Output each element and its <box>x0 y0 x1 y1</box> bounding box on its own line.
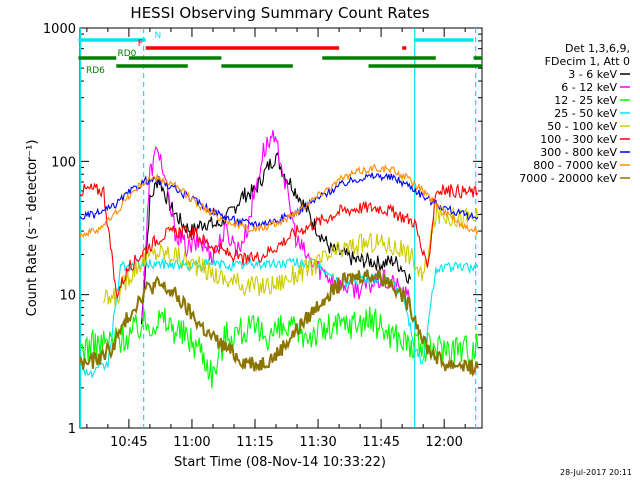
series-line <box>80 306 479 389</box>
series-line <box>103 204 479 307</box>
series-line <box>80 269 479 378</box>
x-axis-label: Start Time (08-Nov-14 10:33:22) <box>174 455 386 470</box>
legend-label: 12 - 25 keV <box>554 94 617 107</box>
plot-frame <box>79 27 483 429</box>
series-line <box>140 152 412 325</box>
legend-header-line-2: FDecim 1, Att 0 <box>545 55 630 68</box>
legend-label: 800 - 7000 keV <box>533 159 617 172</box>
legend-label: 7000 - 20000 keV <box>519 172 617 185</box>
flag-label-f: F <box>138 39 143 49</box>
series-line <box>140 129 411 320</box>
legend-label: 25 - 50 keV <box>554 107 617 120</box>
plot-area: 1 10 100 1000 10:45 11:00 11:15 11:30 11:45 12:00… <box>43 22 483 450</box>
legend-label: 3 - 6 keV <box>568 68 617 81</box>
legend: Det 1,3,6,9, FDecim 1, Att 0 3 - 6 keV6 … <box>519 42 630 185</box>
x-tick-label: 10:45 <box>110 435 147 450</box>
legend-label: 50 - 100 keV <box>547 120 617 133</box>
flag-label-n: N <box>154 31 161 41</box>
legend-label: 300 - 800 keV <box>540 146 617 159</box>
series-line <box>80 172 479 229</box>
y-tick-label: 1 <box>68 422 76 437</box>
series-line <box>80 163 479 239</box>
legend-label: 100 - 300 keV <box>540 133 617 146</box>
x-tick-label: 11:30 <box>299 435 336 450</box>
series-line <box>80 182 479 300</box>
x-tick-label: 12:00 <box>425 435 462 450</box>
x-tick-label: 11:45 <box>362 435 399 450</box>
footer-timestamp: 28-Jul-2017 20:11 <box>560 468 632 477</box>
y-tick-label: 100 <box>51 155 76 170</box>
chart-title: HESSI Observing Summary Count Rates <box>130 4 429 22</box>
legend-header-line-1: Det 1,3,6,9, <box>565 42 630 55</box>
y-axis-label: Count Rate (s⁻¹ detector⁻¹) <box>25 140 40 317</box>
legend-label: 6 - 12 keV <box>561 81 617 94</box>
x-tick-label: 11:15 <box>236 435 273 450</box>
y-tick-label: 10 <box>59 289 76 304</box>
flag-label-rd6: RD6 <box>86 66 105 76</box>
flag-label-rd0: RD0 <box>117 49 136 59</box>
y-tick-label: 1000 <box>43 22 76 37</box>
x-tick-label: 11:00 <box>173 435 210 450</box>
